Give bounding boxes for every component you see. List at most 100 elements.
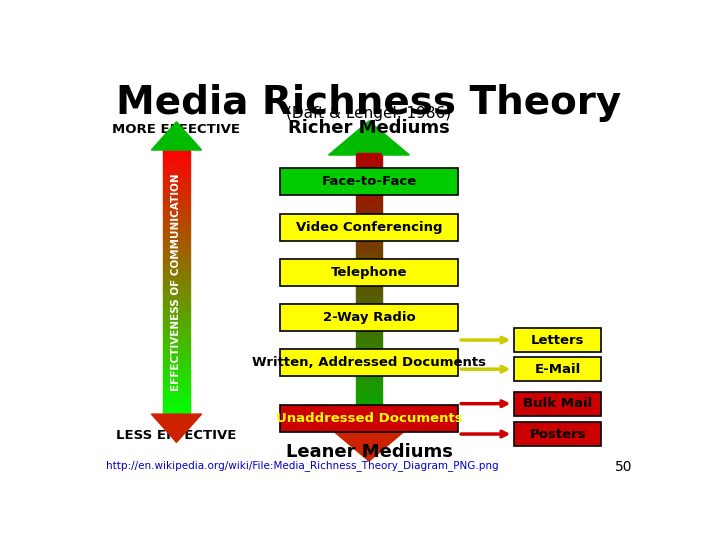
Bar (163, 353, 191, 356)
Bar (356, 253, 382, 256)
Bar (356, 214, 382, 218)
Bar (356, 392, 382, 395)
Bar (356, 208, 382, 211)
Text: Richer Mediums: Richer Mediums (288, 119, 450, 137)
Text: Posters: Posters (529, 428, 586, 441)
Bar (356, 239, 382, 242)
Bar (356, 194, 382, 197)
Text: (Daft & Lengel, 1986): (Daft & Lengel, 1986) (287, 106, 451, 122)
Bar (163, 151, 191, 154)
Bar (163, 339, 191, 342)
FancyArrow shape (151, 122, 202, 150)
Bar (163, 319, 191, 322)
Text: 50: 50 (615, 461, 632, 474)
Bar (163, 168, 191, 171)
Bar (356, 277, 382, 281)
Bar (163, 346, 191, 349)
Bar (356, 228, 382, 232)
Text: Video Conferencing: Video Conferencing (296, 221, 442, 234)
Bar (163, 373, 191, 376)
Bar (356, 399, 382, 402)
Bar (356, 312, 382, 315)
Bar (163, 215, 191, 218)
Bar (356, 416, 382, 420)
Bar (163, 165, 191, 168)
Bar (356, 163, 382, 166)
FancyArrow shape (328, 427, 410, 461)
Bar (163, 406, 191, 409)
Bar (163, 292, 191, 295)
Bar (163, 306, 191, 309)
Bar (356, 406, 382, 409)
Bar (356, 402, 382, 406)
Bar (356, 301, 382, 305)
Bar (356, 294, 382, 298)
Bar (356, 336, 382, 340)
Bar (356, 298, 382, 301)
Bar (163, 201, 191, 205)
Bar (356, 263, 382, 267)
Bar (356, 211, 382, 214)
Bar (356, 156, 382, 159)
Bar (356, 204, 382, 208)
Bar (163, 312, 191, 315)
Bar (163, 198, 191, 201)
Bar (356, 364, 382, 367)
Bar (356, 190, 382, 194)
Bar (356, 319, 382, 322)
Bar (356, 374, 382, 378)
FancyBboxPatch shape (279, 404, 458, 432)
FancyBboxPatch shape (514, 422, 601, 446)
Bar (163, 225, 191, 228)
Bar (356, 371, 382, 374)
FancyBboxPatch shape (279, 168, 458, 195)
Bar (356, 420, 382, 423)
Text: Letters: Letters (531, 334, 585, 347)
Bar (356, 326, 382, 329)
Bar (356, 427, 382, 430)
Bar (163, 286, 191, 289)
Bar (163, 315, 191, 319)
Bar (356, 308, 382, 312)
Bar (356, 378, 382, 381)
Bar (356, 260, 382, 263)
Bar (163, 171, 191, 175)
Bar (163, 248, 191, 252)
Bar (163, 185, 191, 188)
Bar (163, 309, 191, 312)
Bar (163, 289, 191, 292)
Bar (356, 173, 382, 177)
Bar (356, 381, 382, 384)
Bar (356, 256, 382, 260)
Bar (163, 400, 191, 403)
Bar (356, 367, 382, 371)
Bar (163, 255, 191, 259)
Bar (356, 218, 382, 221)
Text: Unaddressed Documents: Unaddressed Documents (276, 411, 462, 425)
Bar (163, 349, 191, 353)
Bar (163, 212, 191, 215)
Bar (356, 388, 382, 392)
Bar (163, 154, 191, 158)
Bar (163, 275, 191, 279)
Bar (163, 282, 191, 286)
Text: Media Richness Theory: Media Richness Theory (117, 84, 621, 122)
Bar (163, 262, 191, 265)
Bar (163, 268, 191, 272)
Bar (163, 175, 191, 178)
Bar (163, 342, 191, 346)
Bar (163, 242, 191, 245)
Bar (356, 384, 382, 388)
Bar (356, 291, 382, 294)
Bar (356, 329, 382, 333)
Bar (163, 362, 191, 366)
Bar (356, 333, 382, 336)
Bar (163, 383, 191, 386)
Bar (356, 225, 382, 228)
Bar (356, 201, 382, 204)
Bar (163, 369, 191, 373)
Bar (356, 409, 382, 413)
Bar (356, 395, 382, 399)
Bar (163, 376, 191, 379)
Text: Bulk Mail: Bulk Mail (523, 397, 593, 410)
